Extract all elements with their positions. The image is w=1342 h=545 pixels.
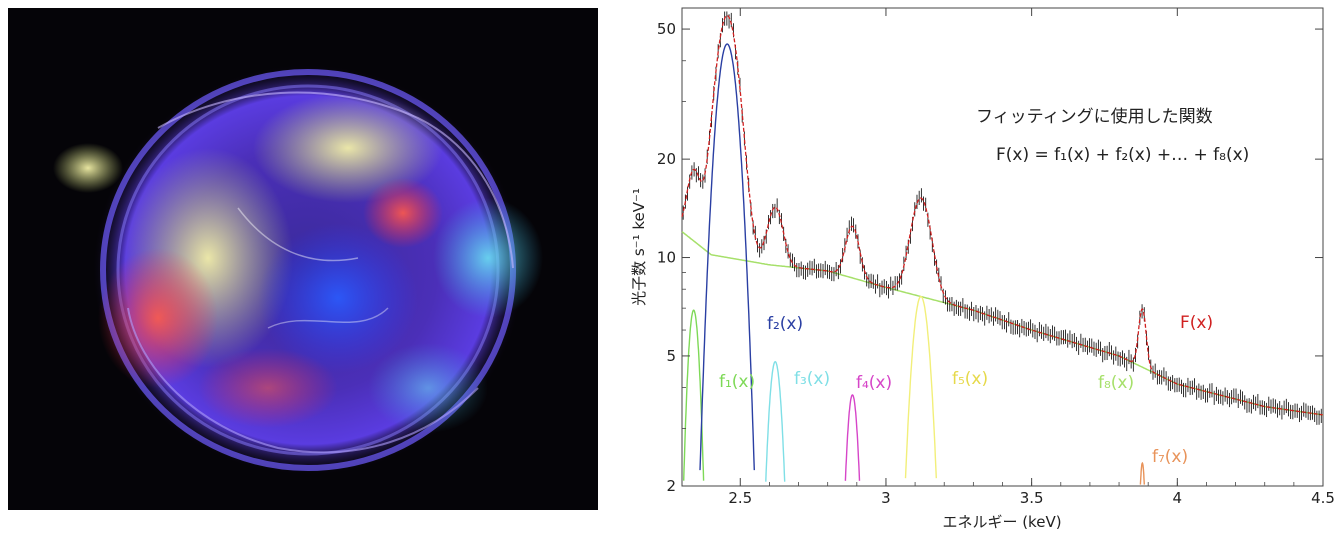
x-axis-title: エネルギー (keV) [942,513,1061,531]
x-tick-label: 4.5 [1311,489,1335,507]
component-curve-f4 [844,394,861,481]
x-tick-label: 4 [1173,489,1183,507]
label-f4: f₄(x) [856,373,892,393]
plot-frame [681,7,1324,487]
label-f2: f₂(x) [767,314,803,334]
y-axis-title: 光子数 s⁻¹ keV⁻¹ [630,188,648,306]
supernova-remnant-image [8,8,598,510]
x-tick-label: 2.5 [728,489,752,507]
label-f5: f₅(x) [952,369,988,389]
x-tick-label: 3 [881,489,891,507]
label-f1: f₁(x) [719,372,755,392]
label-f8: f₈(x) [1098,373,1134,393]
label-total: F(x) [1180,313,1213,333]
total-model-curve [681,14,1323,416]
component-curve-f2 [699,43,755,471]
y-tick-label: 10 [657,249,676,267]
annotation-title: フィッティングに使用した関数 [976,106,1213,127]
y-tick-label: 5 [666,347,676,365]
component-curve-f1 [683,309,705,481]
label-f3: f₃(x) [794,369,830,389]
component-curve-f5 [904,295,937,479]
component-curve-f7 [1139,461,1145,485]
component-curve-f3 [765,360,786,482]
y-tick-label: 2 [666,477,676,495]
spectrum-chart: 2.5 3 3.5 4 4.5 2 5 10 20 50 エネルギー (keV) 光子数 s⁻¹ … [618,0,1342,541]
x-tick-label: 3.5 [1020,489,1044,507]
annotation-formula: F(x) = f₁(x) + f₂(x) +… + f₈(x) [996,145,1249,165]
label-f7: f₇(x) [1152,447,1188,467]
y-tick-label: 50 [657,20,676,38]
supernova-remnant-xray-picture [8,8,598,510]
y-tick-label: 20 [657,150,676,168]
